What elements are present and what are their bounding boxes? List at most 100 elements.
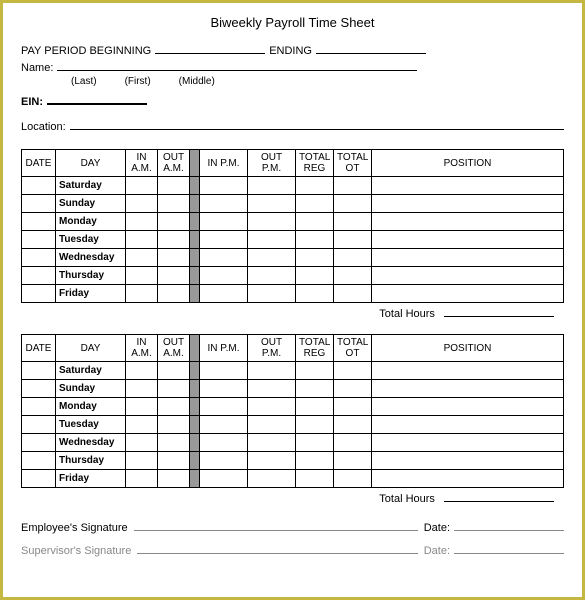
- cell-position[interactable]: [372, 195, 564, 213]
- total-hours-field-2[interactable]: [444, 490, 554, 502]
- cell-position[interactable]: [372, 398, 564, 416]
- cell-total-ot[interactable]: [334, 195, 372, 213]
- cell-out-pm[interactable]: [248, 177, 296, 195]
- cell-date[interactable]: [22, 362, 56, 380]
- cell-position[interactable]: [372, 231, 564, 249]
- cell-in-pm[interactable]: [200, 267, 248, 285]
- cell-date[interactable]: [22, 470, 56, 488]
- cell-total-ot[interactable]: [334, 470, 372, 488]
- cell-total-ot[interactable]: [334, 231, 372, 249]
- cell-out-pm[interactable]: [248, 416, 296, 434]
- employee-sig-field[interactable]: [134, 519, 418, 531]
- cell-total-reg[interactable]: [296, 177, 334, 195]
- cell-out-pm[interactable]: [248, 231, 296, 249]
- total-hours-field-1[interactable]: [444, 305, 554, 317]
- cell-date[interactable]: [22, 380, 56, 398]
- cell-total-ot[interactable]: [334, 249, 372, 267]
- cell-total-reg[interactable]: [296, 380, 334, 398]
- cell-out-pm[interactable]: [248, 470, 296, 488]
- pay-begin-field[interactable]: [155, 42, 265, 54]
- supervisor-sig-field[interactable]: [137, 542, 417, 554]
- cell-out-pm[interactable]: [248, 285, 296, 303]
- cell-out-pm[interactable]: [248, 249, 296, 267]
- cell-out-pm[interactable]: [248, 213, 296, 231]
- cell-in-pm[interactable]: [200, 452, 248, 470]
- cell-in-am[interactable]: [126, 267, 158, 285]
- cell-total-reg[interactable]: [296, 398, 334, 416]
- cell-total-ot[interactable]: [334, 380, 372, 398]
- cell-in-pm[interactable]: [200, 195, 248, 213]
- cell-in-am[interactable]: [126, 434, 158, 452]
- cell-total-reg[interactable]: [296, 434, 334, 452]
- cell-total-reg[interactable]: [296, 362, 334, 380]
- cell-total-ot[interactable]: [334, 434, 372, 452]
- cell-total-ot[interactable]: [334, 362, 372, 380]
- cell-in-am[interactable]: [126, 452, 158, 470]
- cell-date[interactable]: [22, 452, 56, 470]
- cell-date[interactable]: [22, 231, 56, 249]
- cell-in-am[interactable]: [126, 362, 158, 380]
- cell-position[interactable]: [372, 249, 564, 267]
- cell-total-ot[interactable]: [334, 285, 372, 303]
- cell-out-am[interactable]: [158, 416, 190, 434]
- cell-out-pm[interactable]: [248, 452, 296, 470]
- supervisor-date-field[interactable]: [454, 542, 564, 554]
- cell-out-am[interactable]: [158, 213, 190, 231]
- cell-total-ot[interactable]: [334, 398, 372, 416]
- cell-in-am[interactable]: [126, 285, 158, 303]
- cell-date[interactable]: [22, 267, 56, 285]
- cell-total-reg[interactable]: [296, 452, 334, 470]
- pay-end-field[interactable]: [316, 42, 426, 54]
- cell-out-am[interactable]: [158, 362, 190, 380]
- cell-position[interactable]: [372, 434, 564, 452]
- cell-total-reg[interactable]: [296, 416, 334, 434]
- cell-total-reg[interactable]: [296, 195, 334, 213]
- name-field[interactable]: [57, 59, 417, 71]
- cell-out-am[interactable]: [158, 195, 190, 213]
- cell-in-pm[interactable]: [200, 285, 248, 303]
- cell-out-pm[interactable]: [248, 380, 296, 398]
- cell-out-am[interactable]: [158, 267, 190, 285]
- cell-position[interactable]: [372, 380, 564, 398]
- cell-in-am[interactable]: [126, 380, 158, 398]
- cell-in-pm[interactable]: [200, 362, 248, 380]
- cell-position[interactable]: [372, 285, 564, 303]
- cell-in-am[interactable]: [126, 398, 158, 416]
- cell-out-pm[interactable]: [248, 195, 296, 213]
- cell-date[interactable]: [22, 416, 56, 434]
- cell-total-ot[interactable]: [334, 177, 372, 195]
- employee-date-field[interactable]: [454, 519, 564, 531]
- cell-out-am[interactable]: [158, 434, 190, 452]
- cell-date[interactable]: [22, 195, 56, 213]
- cell-in-pm[interactable]: [200, 434, 248, 452]
- cell-in-pm[interactable]: [200, 416, 248, 434]
- cell-position[interactable]: [372, 267, 564, 285]
- cell-in-pm[interactable]: [200, 213, 248, 231]
- cell-total-ot[interactable]: [334, 267, 372, 285]
- cell-total-reg[interactable]: [296, 470, 334, 488]
- cell-out-pm[interactable]: [248, 267, 296, 285]
- cell-in-pm[interactable]: [200, 231, 248, 249]
- cell-in-pm[interactable]: [200, 177, 248, 195]
- cell-out-am[interactable]: [158, 398, 190, 416]
- cell-in-am[interactable]: [126, 416, 158, 434]
- cell-total-reg[interactable]: [296, 285, 334, 303]
- cell-in-am[interactable]: [126, 213, 158, 231]
- cell-in-pm[interactable]: [200, 398, 248, 416]
- cell-in-am[interactable]: [126, 249, 158, 267]
- cell-in-am[interactable]: [126, 231, 158, 249]
- cell-date[interactable]: [22, 434, 56, 452]
- cell-date[interactable]: [22, 285, 56, 303]
- cell-date[interactable]: [22, 177, 56, 195]
- cell-out-am[interactable]: [158, 249, 190, 267]
- cell-total-ot[interactable]: [334, 452, 372, 470]
- cell-out-pm[interactable]: [248, 398, 296, 416]
- cell-position[interactable]: [372, 362, 564, 380]
- location-field[interactable]: [70, 118, 564, 130]
- cell-out-am[interactable]: [158, 470, 190, 488]
- cell-out-am[interactable]: [158, 231, 190, 249]
- cell-out-am[interactable]: [158, 285, 190, 303]
- cell-position[interactable]: [372, 452, 564, 470]
- cell-total-reg[interactable]: [296, 231, 334, 249]
- cell-in-pm[interactable]: [200, 380, 248, 398]
